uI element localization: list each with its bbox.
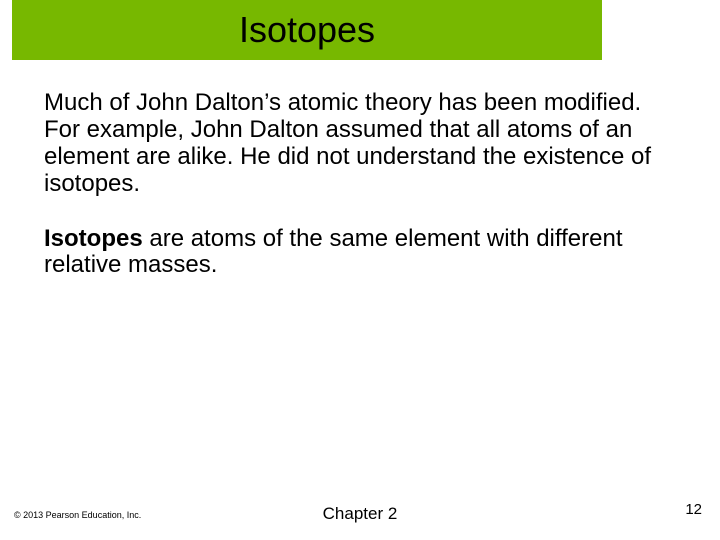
paragraph-2: Isotopes are atoms of the same element w… (44, 226, 680, 280)
chapter-label: Chapter 2 (0, 504, 720, 524)
paragraph-2-run-0: Isotopes (44, 225, 143, 252)
page-number: 12 (685, 501, 702, 518)
paragraph-1: Much of John Dalton’s atomic theory has … (44, 90, 680, 198)
slide: Isotopes Much of John Dalton’s atomic th… (0, 0, 720, 540)
slide-body: Much of John Dalton’s atomic theory has … (44, 90, 680, 307)
title-bar: Isotopes (12, 0, 602, 60)
slide-title: Isotopes (239, 9, 375, 51)
paragraph-1-run-0: Much of John Dalton’s atomic theory has … (44, 89, 651, 197)
